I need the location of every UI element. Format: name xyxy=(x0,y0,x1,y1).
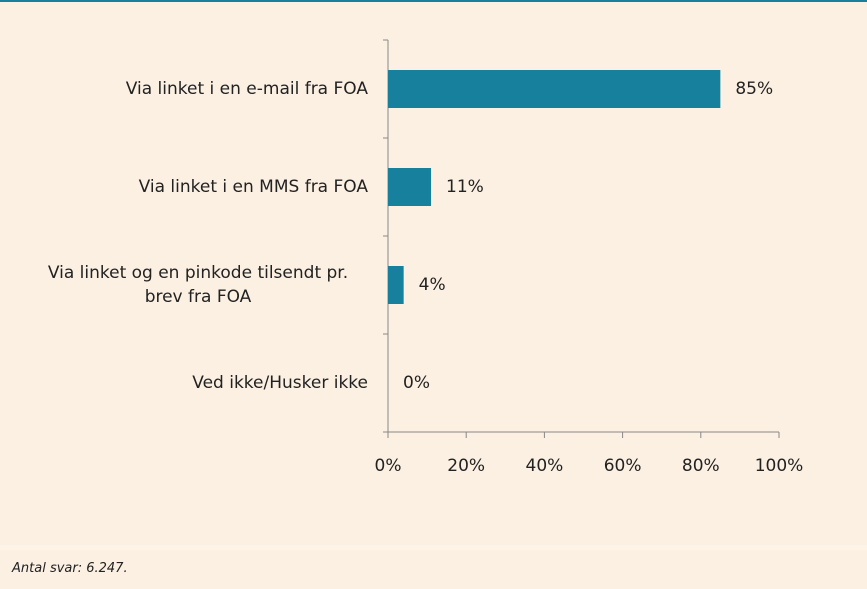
category-label: Via linket i en MMS fra FOA xyxy=(138,177,368,197)
chart: 0% 20% 40% 60% 80% 100% 85% 11% 4% 0% xyxy=(375,39,804,476)
category-label: Via linket i en e-mail fra FOA xyxy=(125,79,368,99)
category-label: Via linket og en pinkode tilsendt pr. br… xyxy=(47,263,349,307)
bar xyxy=(388,168,432,206)
x-tick-label: 20% xyxy=(447,456,485,476)
x-tick-label: 0% xyxy=(375,456,402,476)
x-tick-label: 40% xyxy=(526,456,564,476)
x-tick-label: 80% xyxy=(682,456,720,476)
value-label: 11% xyxy=(446,177,484,197)
category-label-box: Ved ikke/Husker ikke xyxy=(20,371,368,395)
category-label-box: Via linket og en pinkode tilsendt pr. br… xyxy=(20,261,368,309)
value-label: 4% xyxy=(419,275,446,295)
value-label: 0% xyxy=(403,373,430,393)
note-band xyxy=(0,550,867,589)
value-label: 85% xyxy=(735,79,773,99)
bar xyxy=(388,70,721,108)
x-tick-label: 100% xyxy=(755,456,804,476)
footnote: Antal svar: 6.247. xyxy=(12,561,128,576)
category-label: Ved ikke/Husker ikke xyxy=(192,373,368,393)
bar xyxy=(388,266,404,304)
category-label-box: Via linket i en MMS fra FOA xyxy=(20,175,368,199)
x-tick-label: 60% xyxy=(604,456,642,476)
category-label-box: Via linket i en e-mail fra FOA xyxy=(20,77,368,101)
